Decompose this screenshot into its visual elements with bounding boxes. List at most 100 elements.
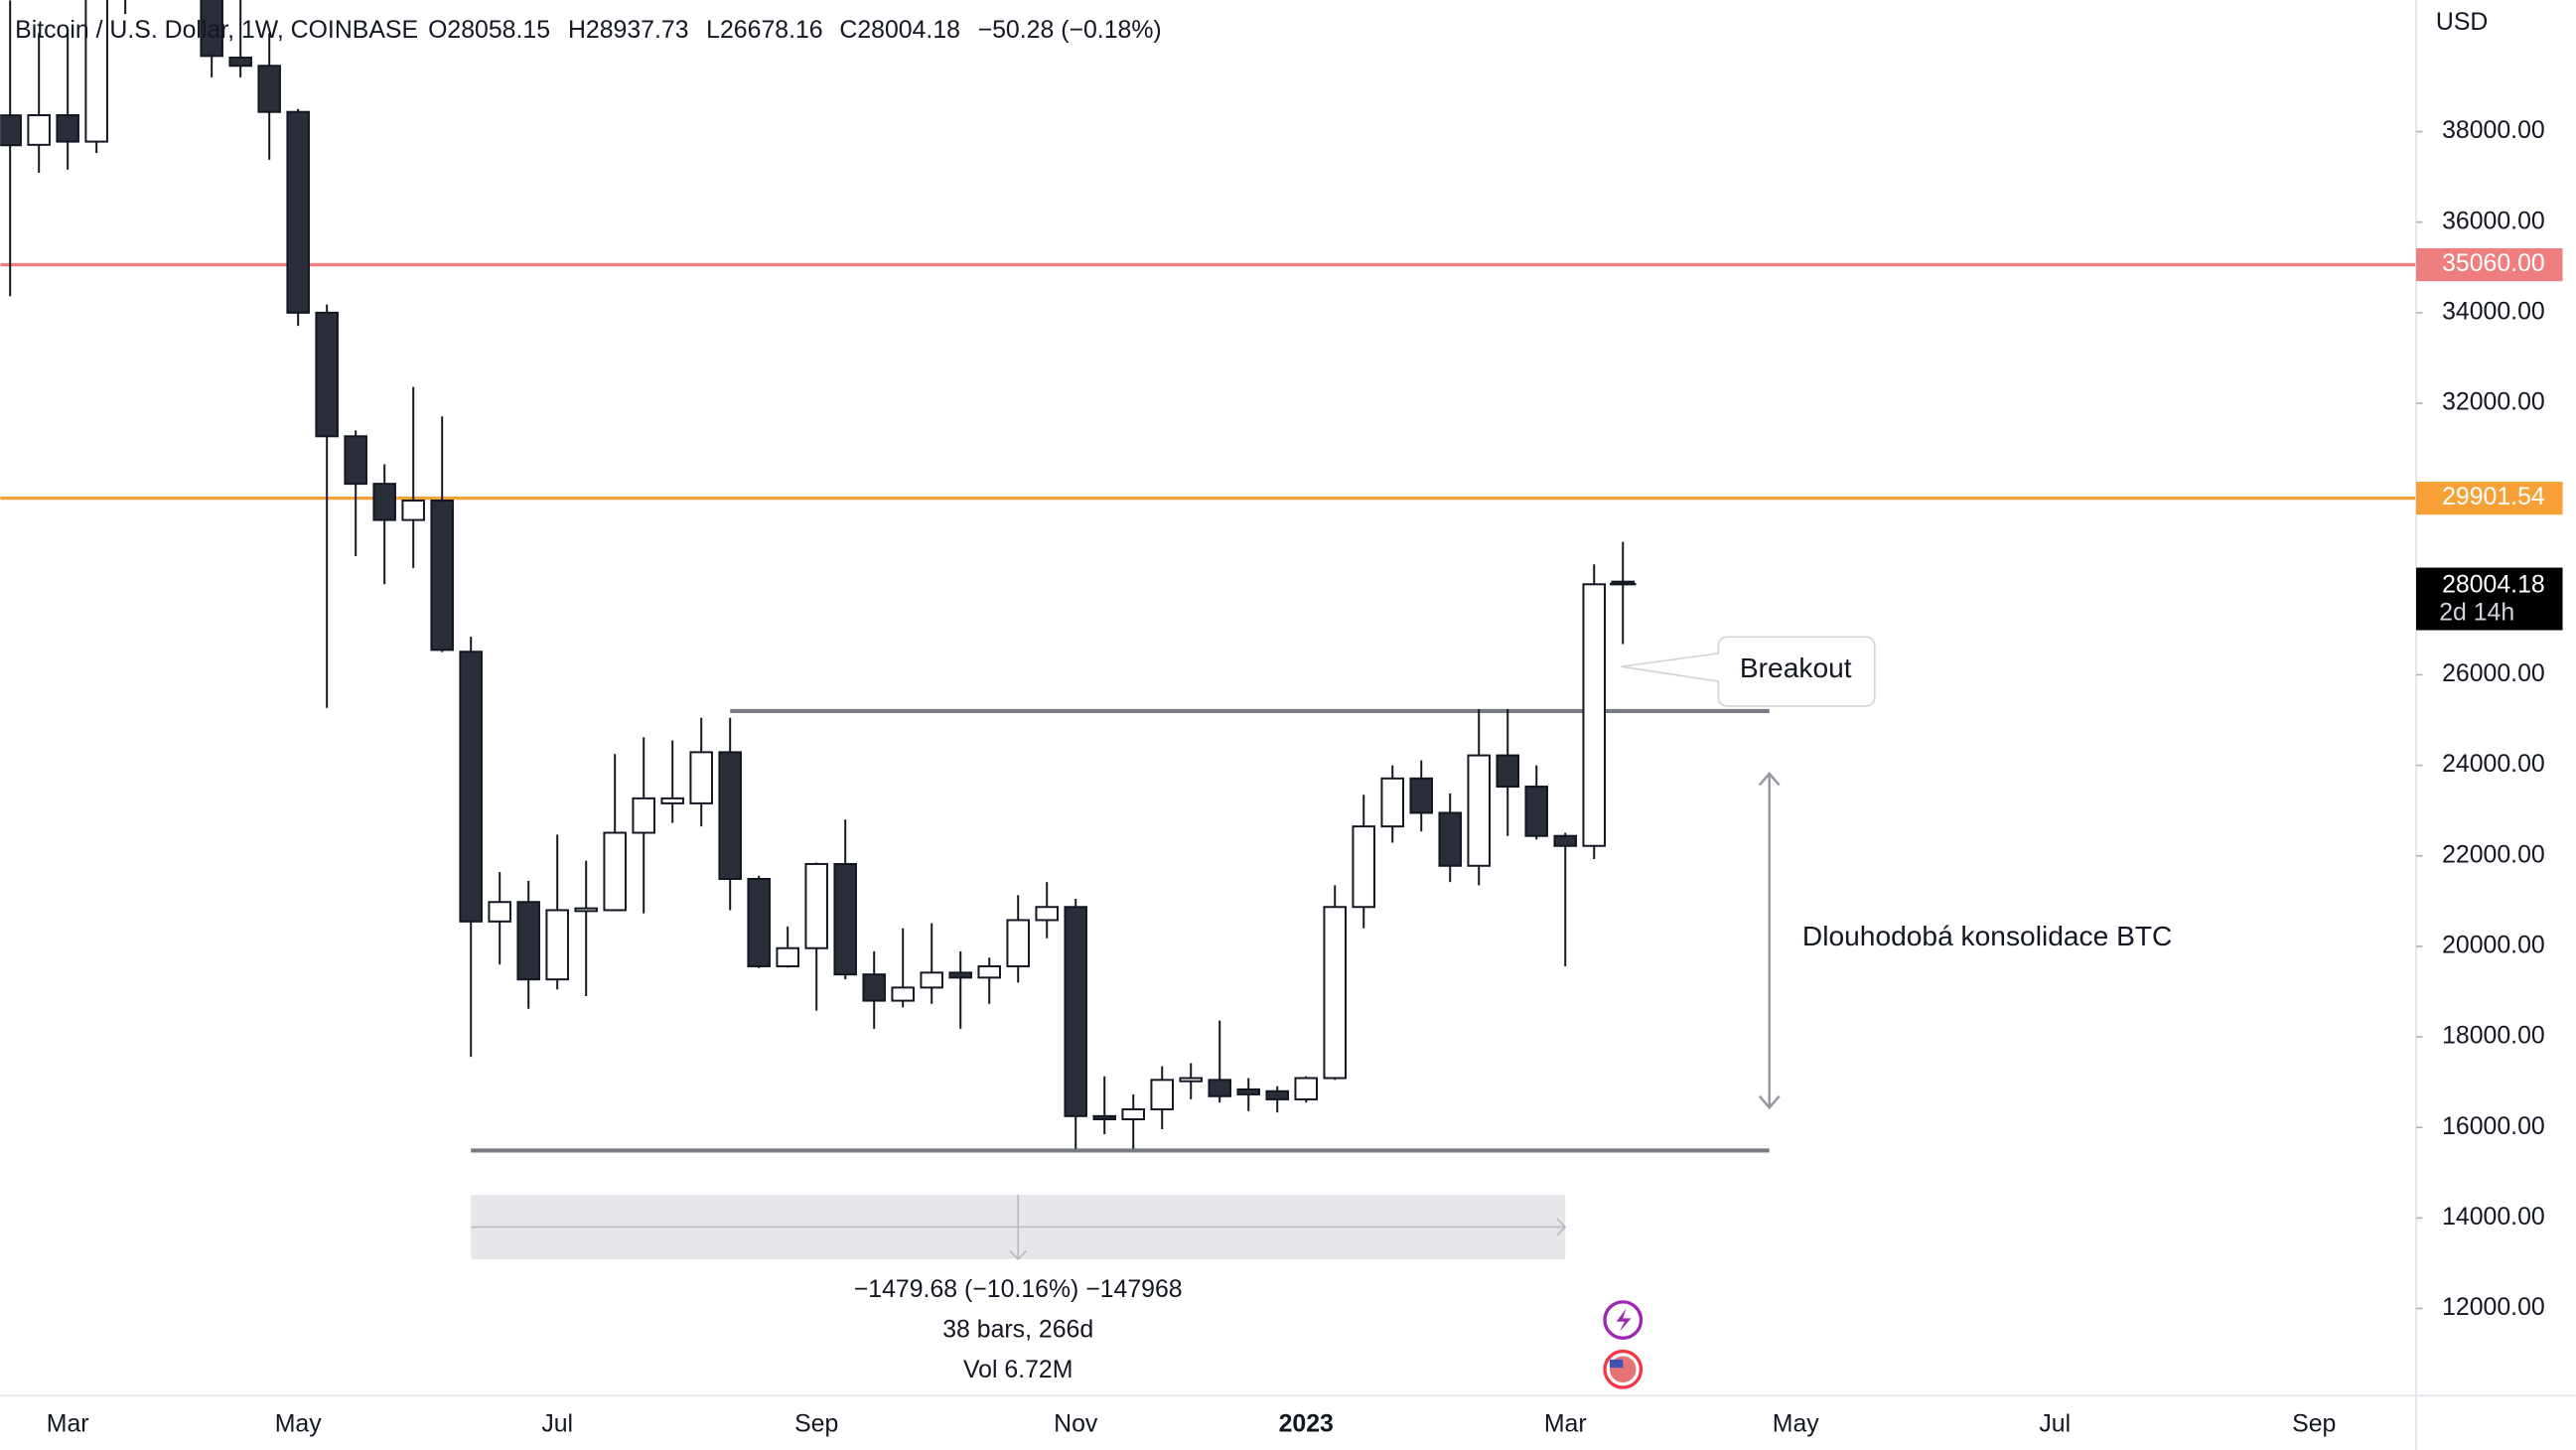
candle-body [1438, 811, 1463, 867]
candle-body [315, 311, 339, 438]
ohlc-low: L26678.16 [706, 17, 822, 44]
candle-body [459, 651, 483, 923]
candle-body [0, 114, 22, 147]
y-tick-label: 20000.00 [2442, 932, 2545, 958]
y-tick-label: 24000.00 [2442, 751, 2545, 778]
candle-body [27, 113, 51, 146]
candle-body [257, 65, 281, 113]
y-tick-label: 22000.00 [2442, 841, 2545, 868]
ohlc-high: H28937.73 [568, 17, 689, 44]
candle-body [920, 971, 943, 989]
y-tick-label: 34000.00 [2442, 298, 2545, 325]
candle-body [804, 862, 828, 949]
candle-body [1524, 786, 1549, 837]
candle-body [862, 973, 886, 1002]
candle-body [776, 946, 799, 967]
candle-body [1121, 1107, 1145, 1120]
price-line-tag [2416, 247, 2563, 282]
candle-body [372, 483, 396, 521]
candle-body [1409, 777, 1433, 814]
y-tick-label: 12000.00 [2442, 1294, 2545, 1321]
last-price-label: 28004.18 [2442, 571, 2545, 598]
x-tick-label: Jul [2039, 1411, 2071, 1438]
candle-body [430, 500, 454, 652]
y-tick-label: 36000.00 [2442, 208, 2545, 234]
candle-body [401, 500, 425, 521]
candle-body [286, 110, 310, 314]
x-tick-label: Nov [1054, 1411, 1098, 1438]
measure-label: Vol 6.72M [963, 1357, 1073, 1383]
candle-body [747, 878, 771, 967]
price-line-label: 35060.00 [2442, 250, 2545, 277]
price-line-tag [2416, 482, 2563, 515]
y-tick-label: 18000.00 [2442, 1023, 2545, 1050]
arrow-head [1758, 1094, 1781, 1110]
countdown-label: 2d 14h [2439, 600, 2514, 627]
candle-body [1035, 906, 1059, 922]
candle-body [603, 831, 627, 912]
candle-body [718, 751, 742, 880]
candle-body [891, 986, 915, 1002]
y-tick-label: 38000.00 [2442, 117, 2545, 144]
x-tick-label: Jul [541, 1411, 573, 1438]
candle-body [1150, 1079, 1174, 1110]
candle-body [1064, 906, 1087, 1117]
event-icon[interactable] [1603, 1349, 1644, 1389]
annotation: Dlouhodobá konsolidace BTC [1802, 920, 2173, 951]
axes: 12000.00 14000.00 16000.00 18000.00 20000.00… [47, 117, 2563, 1438]
candle-body [1265, 1089, 1289, 1100]
candle-body [516, 901, 540, 981]
candle-body [545, 909, 569, 981]
candle-body [1323, 906, 1347, 1080]
measure-arrow [1556, 1218, 1567, 1236]
alert-icon[interactable] [1603, 1300, 1644, 1340]
candle-body [574, 907, 598, 913]
candle-body [1582, 583, 1607, 847]
measure-arrow [1009, 1249, 1028, 1260]
y-tick-label: 26000.00 [2442, 660, 2545, 687]
candle-body [833, 862, 857, 976]
candle-body [1006, 919, 1030, 967]
candle-body [1496, 754, 1520, 789]
candle-body [1092, 1114, 1116, 1120]
y-tick-label: 16000.00 [2442, 1113, 2545, 1140]
annotation: Breakout [1740, 652, 1852, 683]
x-tick-label: May [1773, 1411, 1820, 1438]
arrow-head [1758, 771, 1781, 787]
candle-body [344, 435, 367, 486]
x-tick-label: 2023 [1279, 1411, 1334, 1438]
ohlc-change: −50.28 (−0.18%) [978, 17, 1162, 44]
measure-label: 38 bars, 266d [942, 1316, 1093, 1343]
candle-body [660, 797, 684, 804]
candle-body [1236, 1088, 1260, 1095]
x-tick-label: Sep [794, 1411, 838, 1438]
ohlc-open: O28058.15 [428, 17, 550, 44]
candle-body [1208, 1079, 1231, 1097]
x-tick-label: May [275, 1411, 323, 1438]
candle-body [1467, 754, 1492, 867]
candle-body [1179, 1077, 1203, 1083]
last-price-tag [2416, 567, 2563, 631]
candle-body [1553, 834, 1578, 847]
candle-body [689, 751, 713, 804]
candle-body [488, 901, 511, 923]
candle-body [632, 797, 655, 834]
candle-body [1294, 1077, 1318, 1100]
callout [1621, 636, 1876, 707]
x-tick-label: Mar [1544, 1411, 1587, 1438]
x-tick-label: Sep [2292, 1411, 2336, 1438]
candle-body [228, 57, 252, 68]
candle-body [200, 0, 223, 58]
symbol-title: Bitcoin / U.S. Dollar, 1W, COINBASE [15, 17, 418, 44]
ohlc-close: C28004.18 [839, 17, 960, 44]
candle-body [1380, 777, 1404, 828]
candle-body [948, 971, 972, 979]
y-tick-label: 14000.00 [2442, 1204, 2545, 1231]
candle-body [56, 113, 79, 143]
measure-label: −1479.68 (−10.16%) −147968 [854, 1276, 1183, 1303]
candle-body [84, 0, 108, 143]
y-tick-label: 32000.00 [2442, 389, 2545, 416]
candle-body [977, 964, 1001, 979]
